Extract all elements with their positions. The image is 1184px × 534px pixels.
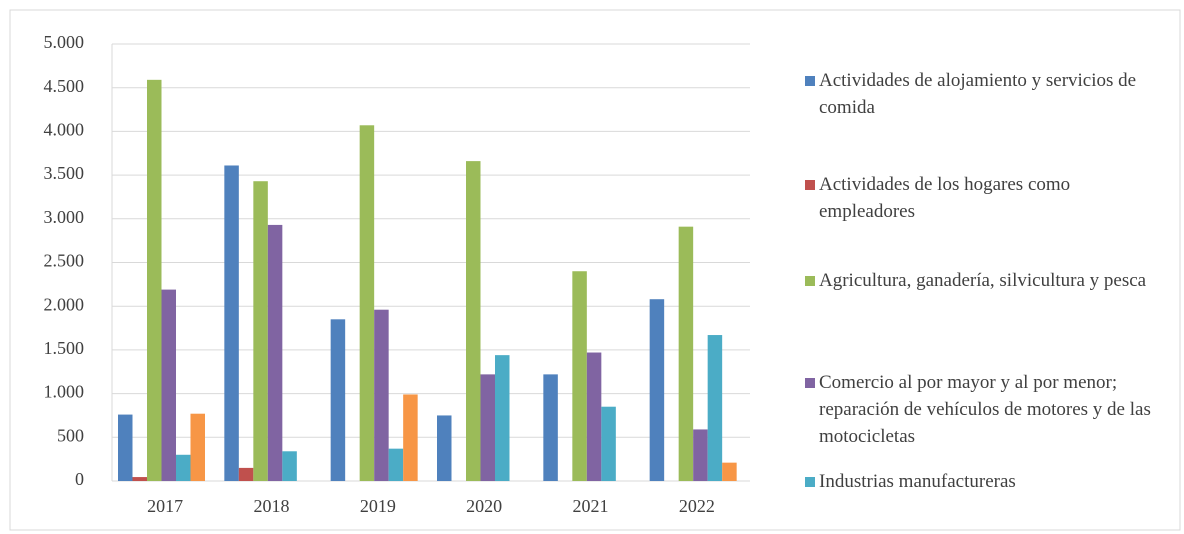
legend-label: Industrias manufactureras	[819, 471, 1016, 492]
bar	[388, 448, 404, 481]
bar	[480, 374, 495, 481]
bar	[678, 226, 694, 481]
x-tick-label: 2022	[679, 496, 715, 516]
bar	[693, 429, 708, 481]
bar	[707, 335, 723, 481]
bar	[330, 319, 346, 481]
legend-label: Actividades de alojamiento y servicios d…	[819, 70, 1137, 118]
bar	[267, 224, 283, 481]
x-tick-label: 2018	[254, 496, 290, 516]
bar	[601, 406, 616, 481]
bar	[543, 374, 558, 481]
legend-entry: Actividades de alojamiento y servicios d…	[805, 67, 1165, 121]
y-tick-label: 2.000	[44, 294, 85, 314]
y-tick-label: 2.500	[44, 251, 85, 271]
y-tick-label: 3.500	[44, 163, 85, 183]
bar	[161, 289, 176, 481]
frame	[9, 9, 1181, 531]
bar	[586, 352, 602, 481]
bar	[374, 309, 389, 481]
legend-entry: Industrias manufactureras	[805, 468, 1165, 495]
y-tick-label: 1.000	[44, 382, 85, 402]
x-tick-label: 2021	[573, 496, 609, 516]
legend-entry: Agricultura, ganadería, silvicultura y p…	[805, 267, 1165, 294]
legend-label: Comercio al por mayor y al por menor; re…	[819, 372, 1151, 447]
bar	[147, 79, 162, 482]
y-tick-label: 4.500	[44, 76, 85, 96]
legend-label: Actividades de los hogares como empleado…	[819, 174, 1071, 222]
y-tick-label: 500	[57, 425, 84, 445]
bar	[466, 161, 481, 481]
y-tick-label: 5.000	[44, 32, 85, 52]
bar	[403, 394, 418, 481]
bar	[238, 467, 254, 481]
legend-entry: Comercio al por mayor y al por menor; re…	[805, 369, 1165, 450]
y-tick-label: 3.000	[44, 207, 85, 227]
y-tick-label: 1.500	[44, 338, 85, 358]
legend-swatch	[805, 477, 815, 487]
bar	[176, 454, 191, 481]
bar	[132, 477, 147, 481]
legend-swatch	[805, 276, 815, 286]
x-tick-label: 2017	[147, 496, 183, 516]
legend-label: Agricultura, ganadería, silvicultura y p…	[819, 270, 1147, 291]
bar	[282, 451, 297, 481]
legend-swatch	[805, 180, 815, 190]
legend-entry: Actividades de los hogares como empleado…	[805, 171, 1165, 225]
bar	[224, 165, 239, 481]
bar	[253, 181, 268, 481]
bar	[722, 462, 737, 481]
bar	[495, 355, 510, 481]
bar	[649, 299, 665, 481]
x-tick-label: 2019	[360, 496, 396, 516]
x-tick-label: 2020	[466, 496, 502, 516]
y-tick-label: 4.000	[44, 120, 85, 140]
bar	[190, 413, 205, 481]
legend-swatch	[805, 76, 815, 86]
bar	[359, 125, 375, 482]
bar	[118, 414, 133, 481]
bar	[437, 415, 452, 481]
legend-swatch	[805, 378, 815, 388]
y-tick-label: 0	[75, 469, 84, 489]
bar	[572, 271, 587, 481]
